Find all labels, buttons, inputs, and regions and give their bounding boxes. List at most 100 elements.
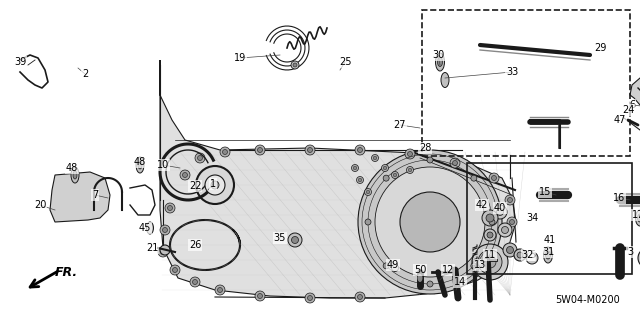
Ellipse shape (450, 158, 460, 168)
Text: 22: 22 (189, 181, 201, 191)
Ellipse shape (223, 150, 227, 154)
Text: 39: 39 (14, 57, 26, 67)
Ellipse shape (160, 225, 170, 235)
Ellipse shape (498, 223, 512, 237)
Ellipse shape (365, 219, 371, 225)
Text: 41: 41 (544, 235, 556, 245)
Ellipse shape (638, 248, 640, 268)
Text: 33: 33 (506, 67, 518, 77)
Ellipse shape (435, 53, 445, 71)
Ellipse shape (160, 245, 170, 255)
Text: 14: 14 (454, 277, 466, 287)
Ellipse shape (161, 249, 166, 255)
Text: 6: 6 (629, 100, 635, 110)
Text: 40: 40 (494, 203, 506, 213)
Ellipse shape (492, 175, 497, 181)
Ellipse shape (503, 243, 517, 257)
Text: 2: 2 (82, 69, 88, 79)
Ellipse shape (158, 247, 168, 257)
Ellipse shape (497, 209, 504, 216)
Ellipse shape (400, 192, 460, 252)
Ellipse shape (383, 175, 389, 181)
Ellipse shape (358, 178, 362, 182)
Ellipse shape (408, 168, 412, 172)
Ellipse shape (195, 153, 205, 163)
Ellipse shape (383, 263, 389, 269)
Text: 34: 34 (526, 213, 538, 223)
Text: 35: 35 (274, 233, 286, 243)
Ellipse shape (507, 217, 517, 227)
Ellipse shape (170, 265, 180, 275)
Ellipse shape (307, 295, 312, 300)
Ellipse shape (255, 291, 265, 301)
Ellipse shape (373, 156, 377, 160)
Text: 28: 28 (419, 143, 431, 153)
Text: FR.: FR. (55, 265, 78, 278)
Ellipse shape (493, 205, 507, 219)
Text: 7: 7 (92, 190, 98, 200)
Ellipse shape (165, 203, 175, 213)
Text: 5: 5 (529, 250, 535, 260)
Ellipse shape (514, 249, 526, 261)
Polygon shape (50, 172, 110, 222)
Ellipse shape (471, 263, 477, 269)
Ellipse shape (147, 222, 154, 234)
Text: 48: 48 (66, 163, 78, 173)
Ellipse shape (307, 147, 312, 152)
Ellipse shape (441, 72, 449, 87)
Ellipse shape (471, 175, 477, 181)
Ellipse shape (288, 233, 302, 247)
Ellipse shape (417, 274, 422, 282)
Ellipse shape (636, 210, 640, 226)
Ellipse shape (408, 152, 413, 157)
Ellipse shape (351, 165, 358, 172)
Text: 17: 17 (632, 210, 640, 220)
Ellipse shape (489, 219, 495, 225)
Ellipse shape (406, 167, 413, 174)
Ellipse shape (427, 281, 433, 287)
Text: 42: 42 (476, 200, 488, 210)
Ellipse shape (375, 167, 485, 277)
Ellipse shape (358, 147, 362, 152)
Ellipse shape (545, 251, 550, 259)
Ellipse shape (482, 210, 498, 226)
Ellipse shape (371, 154, 378, 161)
Ellipse shape (509, 219, 515, 225)
Text: 24: 24 (622, 105, 634, 115)
Text: 16: 16 (613, 193, 625, 203)
Ellipse shape (205, 175, 225, 195)
Ellipse shape (257, 147, 262, 152)
Text: 26: 26 (189, 240, 201, 250)
Ellipse shape (193, 279, 198, 285)
Ellipse shape (526, 252, 538, 264)
Ellipse shape (405, 149, 415, 159)
Text: 47: 47 (614, 115, 626, 125)
Text: 20: 20 (34, 200, 46, 210)
Ellipse shape (182, 173, 188, 177)
Text: 12: 12 (442, 265, 454, 275)
Ellipse shape (358, 150, 502, 294)
Ellipse shape (356, 176, 364, 183)
Ellipse shape (353, 166, 356, 170)
Ellipse shape (484, 229, 496, 241)
Ellipse shape (637, 214, 640, 222)
Ellipse shape (255, 145, 265, 155)
Ellipse shape (505, 195, 515, 205)
Polygon shape (160, 60, 516, 298)
Ellipse shape (381, 165, 388, 172)
Ellipse shape (502, 226, 509, 234)
Ellipse shape (293, 63, 297, 67)
Ellipse shape (484, 256, 496, 268)
Text: 29: 29 (594, 43, 606, 53)
Ellipse shape (305, 293, 315, 303)
Ellipse shape (487, 232, 493, 238)
Ellipse shape (291, 61, 299, 69)
Ellipse shape (366, 190, 370, 194)
Ellipse shape (355, 292, 365, 302)
Text: 49: 49 (387, 260, 399, 270)
Polygon shape (630, 78, 640, 108)
Ellipse shape (168, 205, 173, 211)
Ellipse shape (218, 287, 223, 293)
Ellipse shape (452, 160, 458, 166)
Text: 3: 3 (627, 247, 633, 257)
